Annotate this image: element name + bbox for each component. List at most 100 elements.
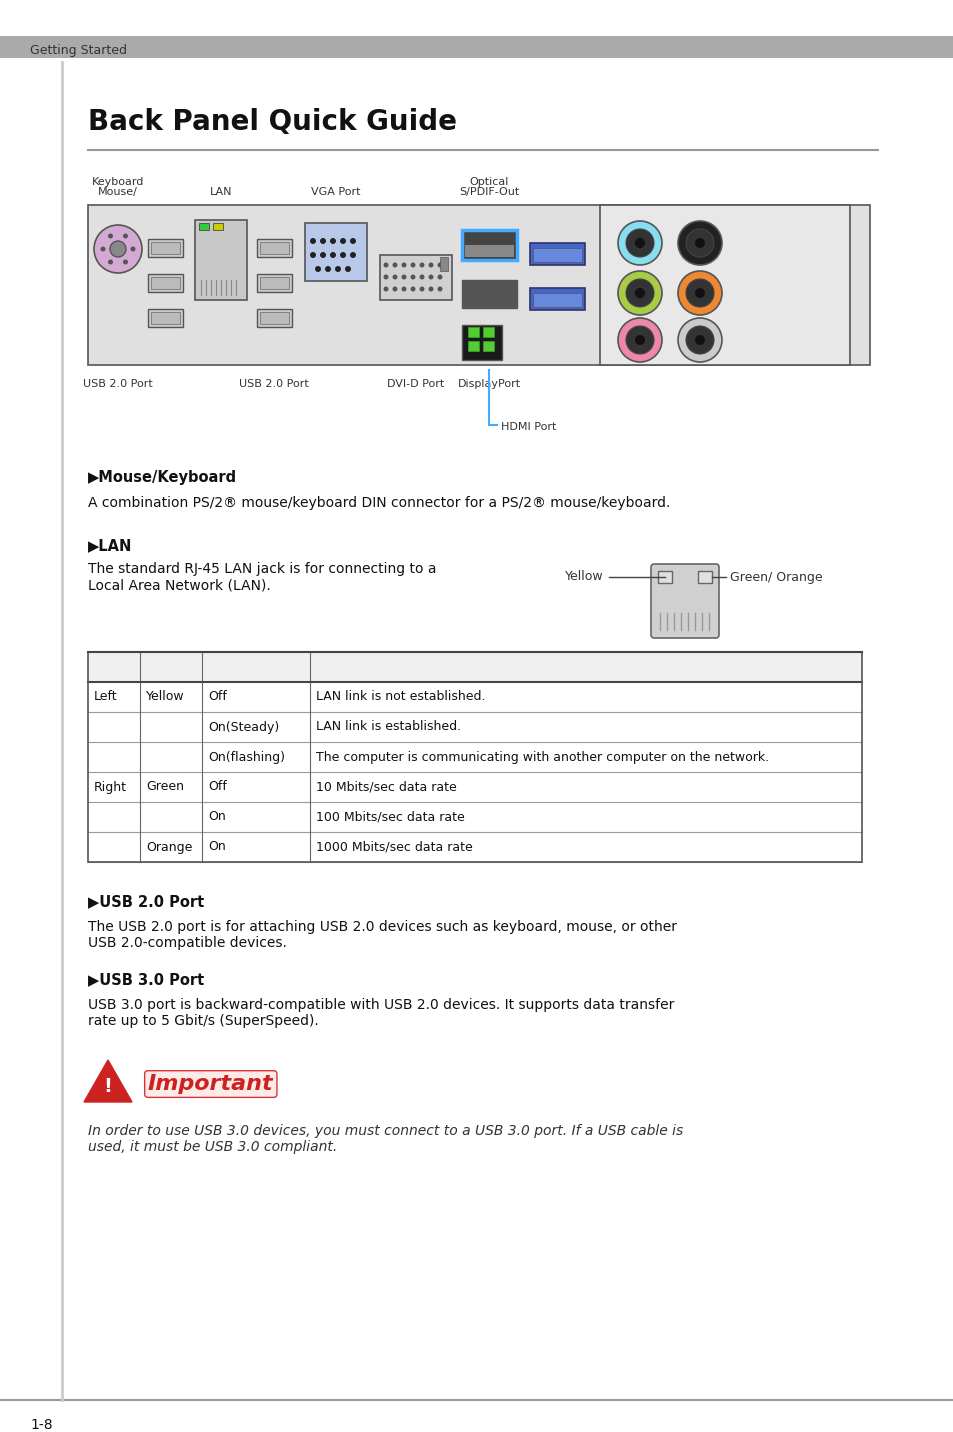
- Bar: [599, 205, 849, 365]
- Text: Off: Off: [208, 690, 227, 703]
- Circle shape: [625, 229, 654, 256]
- Bar: [88, 652, 862, 862]
- Circle shape: [678, 318, 721, 362]
- Bar: [151, 312, 180, 324]
- Circle shape: [678, 221, 721, 265]
- Circle shape: [345, 266, 351, 272]
- Text: !: !: [104, 1077, 112, 1095]
- Text: ▶USB 2.0 Port: ▶USB 2.0 Port: [88, 894, 204, 909]
- Circle shape: [419, 286, 424, 292]
- Circle shape: [392, 275, 397, 279]
- Circle shape: [325, 266, 331, 272]
- Circle shape: [428, 286, 433, 292]
- Text: ▶Mouse/Keyboard: ▶Mouse/Keyboard: [88, 470, 237, 485]
- Text: LED: LED: [94, 662, 123, 674]
- Bar: [379, 255, 452, 299]
- Text: Important: Important: [148, 1074, 274, 1094]
- Text: On: On: [208, 841, 226, 853]
- Circle shape: [94, 225, 142, 274]
- Circle shape: [635, 288, 644, 298]
- Bar: [530, 288, 584, 309]
- Text: Left: Left: [94, 690, 117, 703]
- Circle shape: [695, 335, 704, 345]
- Circle shape: [339, 238, 346, 243]
- Circle shape: [330, 238, 335, 243]
- Bar: [148, 239, 183, 256]
- Bar: [213, 223, 223, 231]
- Text: 1-8: 1-8: [30, 1418, 52, 1432]
- Circle shape: [310, 252, 315, 258]
- Text: Yellow: Yellow: [146, 690, 185, 703]
- Text: A combination PS/2® mouse/keyboard DIN connector for a PS/2® mouse/keyboard.: A combination PS/2® mouse/keyboard DIN c…: [88, 495, 670, 510]
- Text: LAN link is not established.: LAN link is not established.: [315, 690, 485, 703]
- Bar: [461, 281, 517, 308]
- Text: USB 3.0 port is backward-compatible with USB 2.0 devices. It supports data trans: USB 3.0 port is backward-compatible with…: [88, 998, 674, 1028]
- Text: The standard RJ-45 LAN jack is for connecting to a
Local Area Network (LAN).: The standard RJ-45 LAN jack is for conne…: [88, 561, 436, 593]
- Circle shape: [437, 262, 442, 268]
- Circle shape: [685, 326, 713, 354]
- Circle shape: [310, 238, 315, 243]
- Circle shape: [625, 326, 654, 354]
- Bar: [482, 341, 494, 351]
- Text: Keyboard: Keyboard: [91, 178, 144, 188]
- Text: 1000 Mbits/sec data rate: 1000 Mbits/sec data rate: [315, 841, 473, 853]
- Text: HDMI Port: HDMI Port: [501, 422, 557, 432]
- Bar: [260, 276, 289, 289]
- Circle shape: [428, 275, 433, 279]
- Polygon shape: [84, 1060, 132, 1103]
- Bar: [461, 325, 501, 359]
- Circle shape: [618, 221, 661, 265]
- Bar: [199, 223, 209, 231]
- Bar: [256, 309, 292, 326]
- Text: The computer is communicating with another computer on the network.: The computer is communicating with anoth…: [315, 750, 768, 763]
- Circle shape: [625, 279, 654, 306]
- Bar: [464, 245, 514, 256]
- Bar: [148, 274, 183, 292]
- Circle shape: [410, 275, 416, 279]
- Bar: [260, 312, 289, 324]
- Circle shape: [695, 288, 704, 298]
- Text: Line-In: Line-In: [751, 238, 789, 248]
- Circle shape: [401, 275, 406, 279]
- Text: LED State: LED State: [208, 662, 281, 674]
- Text: Condition: Condition: [315, 662, 379, 674]
- Circle shape: [419, 262, 424, 268]
- Circle shape: [319, 238, 326, 243]
- Text: SS-Out: SS-Out: [809, 335, 848, 345]
- Bar: [260, 242, 289, 253]
- Text: On(Steady): On(Steady): [208, 720, 279, 733]
- Circle shape: [392, 262, 397, 268]
- Circle shape: [437, 275, 442, 279]
- Bar: [533, 248, 581, 262]
- Text: Off: Off: [208, 780, 227, 793]
- Text: Optical: Optical: [469, 178, 509, 188]
- Circle shape: [428, 262, 433, 268]
- Text: Mic: Mic: [751, 335, 770, 345]
- Circle shape: [383, 286, 388, 292]
- Bar: [88, 652, 862, 682]
- Text: CS-Out: CS-Out: [809, 288, 848, 298]
- Text: DVI-D Port: DVI-D Port: [387, 379, 444, 390]
- Circle shape: [108, 259, 112, 265]
- Bar: [256, 274, 292, 292]
- Text: DisplayPort: DisplayPort: [457, 379, 520, 390]
- Text: Back Panel Quick Guide: Back Panel Quick Guide: [88, 107, 456, 136]
- Bar: [194, 221, 247, 299]
- Circle shape: [383, 275, 388, 279]
- Text: On: On: [208, 811, 226, 823]
- FancyBboxPatch shape: [650, 564, 719, 639]
- Bar: [0, 36, 953, 59]
- Text: Right: Right: [94, 780, 127, 793]
- Text: Getting Started: Getting Started: [30, 44, 127, 57]
- Circle shape: [123, 233, 128, 239]
- Circle shape: [110, 241, 126, 256]
- Circle shape: [401, 286, 406, 292]
- Circle shape: [401, 262, 406, 268]
- Circle shape: [339, 252, 346, 258]
- Text: USB 2.0 Port: USB 2.0 Port: [239, 379, 309, 390]
- Circle shape: [635, 335, 644, 345]
- Bar: [305, 223, 367, 281]
- Text: In order to use USB 3.0 devices, you must connect to a USB 3.0 port. If a USB ca: In order to use USB 3.0 devices, you mus…: [88, 1124, 682, 1154]
- Bar: [658, 571, 671, 583]
- Text: 10 Mbits/sec data rate: 10 Mbits/sec data rate: [315, 780, 456, 793]
